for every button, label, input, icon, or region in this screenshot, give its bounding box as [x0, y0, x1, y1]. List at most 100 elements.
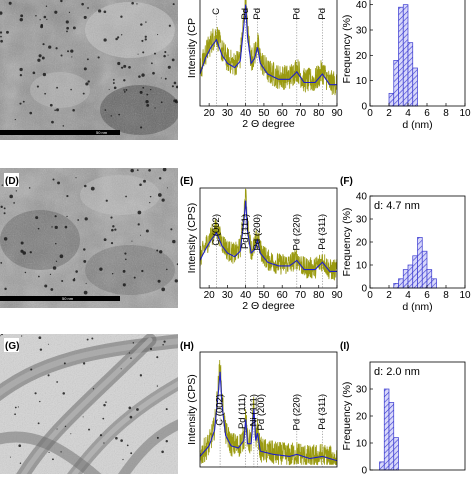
- y-axis-label: Intensity (CPS): [186, 203, 198, 274]
- nanoparticle-dot: [120, 439, 123, 442]
- nanoparticle-dot: [55, 242, 57, 245]
- nanoparticle-dot: [86, 58, 89, 61]
- nanoparticle-dot: [86, 338, 89, 341]
- x-tick-label: 70: [295, 290, 307, 301]
- nanoparticle-dot: [38, 54, 42, 58]
- nanoparticle-dot: [115, 436, 118, 440]
- nanoparticle-dot: [43, 15, 47, 19]
- panel-label-h: (H): [180, 341, 194, 352]
- y-tick-label: 40: [356, 192, 368, 203]
- nanoparticle-dot: [144, 35, 147, 38]
- nanoparticle-dot: [175, 85, 178, 89]
- nanoparticle-dot: [110, 216, 113, 219]
- nanoparticle-dot: [157, 34, 159, 36]
- nanoparticle-dot: [167, 65, 171, 69]
- nanoparticle-dot: [136, 3, 138, 5]
- peak-label: Pd (220): [291, 214, 302, 250]
- nanoparticle-dot: [90, 186, 95, 191]
- nanoparticle-dot: [28, 187, 31, 189]
- nanoparticle-dot: [3, 212, 6, 215]
- nanoparticle-dot: [75, 177, 77, 179]
- x-axis-label: d (nm): [402, 119, 432, 131]
- x-tick-label: 80: [313, 108, 325, 119]
- nanoparticle-dot: [42, 72, 47, 77]
- histogram-bar: [398, 278, 404, 289]
- nanoparticle-dot: [138, 75, 141, 78]
- plot-frame: [199, 0, 338, 107]
- nanoparticle-dot: [156, 385, 159, 387]
- x-tick-label: 50: [258, 290, 270, 301]
- nanoparticle-dot: [146, 103, 150, 107]
- nanoparticle-dot: [141, 39, 144, 43]
- nanoparticle-dot: [77, 219, 80, 221]
- histogram-bar: [383, 388, 390, 471]
- nanoparticle-dot: [123, 89, 125, 91]
- nanoparticle-dot: [70, 88, 72, 91]
- x-tick-label: 2: [386, 108, 392, 119]
- x-tick-label: 4: [405, 108, 411, 119]
- nanoparticle-dot: [166, 187, 168, 189]
- nanoparticle-dot: [139, 183, 142, 187]
- nanoparticle-dot: [156, 436, 159, 439]
- x-axis-label: d (nm): [402, 301, 432, 313]
- x-tick-label: 50: [258, 108, 270, 119]
- x-tick-label: 20: [204, 108, 216, 119]
- nanoparticle-dot: [144, 38, 147, 41]
- nanoparticle-dot: [0, 39, 3, 43]
- nanoparticle-dot: [125, 258, 127, 261]
- nanoparticle-dot: [35, 15, 37, 17]
- y-tick-label: 0: [361, 102, 367, 113]
- y-axis-label: Frequency (%): [341, 15, 353, 84]
- nanoparticle-dot: [149, 347, 153, 351]
- nanoparticle-dot: [14, 413, 16, 416]
- nanoparticle-dot: [42, 43, 45, 46]
- nanoparticle-dot: [140, 234, 142, 236]
- histogram-bar: [393, 60, 399, 107]
- y-tick-label: 20: [356, 238, 368, 249]
- nanoparticle-dot: [34, 392, 37, 395]
- nanoparticle-dot: [140, 23, 143, 26]
- nanoparticle-dot: [22, 251, 26, 255]
- nanoparticle-dot: [20, 241, 24, 245]
- nanoparticle-dot: [153, 52, 157, 55]
- peak-label: Pd (200): [256, 394, 267, 430]
- peak-label: C: [211, 8, 222, 15]
- histogram-bar: [402, 269, 409, 289]
- nanoparticle-dot: [110, 242, 114, 245]
- nanoparticle-dot: [14, 118, 16, 121]
- nanoparticle-dot: [171, 58, 175, 62]
- x-axis-label: 2 Θ degree: [242, 118, 295, 130]
- y-axis-label: Frequency (%): [341, 208, 353, 277]
- nanoparticle-dot: [160, 101, 163, 104]
- peak-label: Pd: [240, 8, 251, 20]
- nanoparticle-dot: [66, 30, 68, 33]
- nanoparticle-dot: [168, 24, 171, 27]
- nanoparticle-dot: [54, 225, 58, 230]
- nanoparticle-dot: [157, 193, 162, 197]
- nanoparticle-dot: [105, 401, 107, 403]
- nanoparticle-dot: [124, 252, 127, 255]
- nanoparticle-dot: [123, 64, 127, 68]
- nanoparticle-dot: [165, 439, 168, 443]
- nanoparticle-dot: [122, 458, 124, 461]
- nanoparticle-dot: [129, 415, 133, 419]
- x-tick-label: 40: [240, 108, 252, 119]
- nanoparticle-dot: [103, 403, 106, 407]
- nanoparticle-dot: [57, 181, 61, 185]
- nanoparticle-dot: [32, 71, 36, 75]
- x-tick-label: 0: [367, 108, 373, 119]
- histogram-bar: [412, 67, 418, 107]
- nanoparticle-dot: [163, 54, 166, 58]
- nanoparticle-dot: [66, 26, 69, 30]
- nanoparticle-dot: [52, 266, 57, 270]
- nanoparticle-dot: [18, 444, 22, 448]
- nanoparticle-dot: [145, 229, 149, 233]
- y-tick-label: 40: [356, 0, 368, 11]
- x-tick-label: 30: [222, 108, 234, 119]
- nanoparticle-dot: [158, 177, 162, 180]
- nanoparticle-dot: [82, 92, 85, 95]
- peak-label: Pd (220): [291, 394, 302, 430]
- plot-frame: [199, 187, 338, 289]
- nanoparticle-dot: [41, 56, 45, 60]
- nanoparticle-dot: [130, 452, 133, 455]
